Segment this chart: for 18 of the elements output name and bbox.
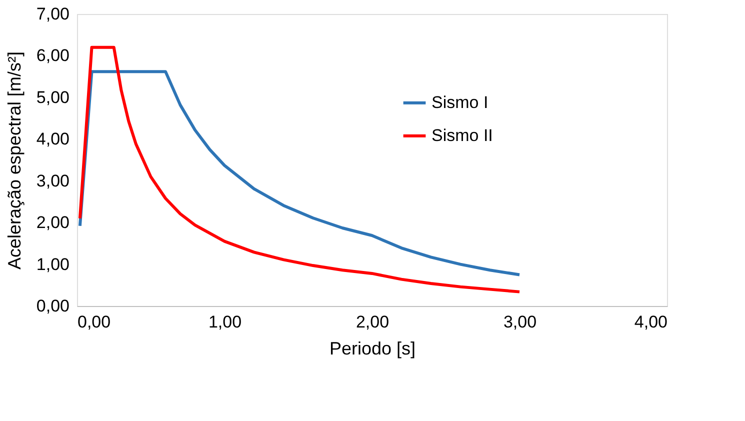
- x-tick-label: 0,00: [78, 312, 111, 332]
- y-tick-label: 2,00: [36, 213, 70, 232]
- y-tick-label: 4,00: [36, 130, 70, 149]
- legend-label: Sismo I: [432, 92, 488, 112]
- y-axis-title: Aceleração espectral [m/s²]: [4, 51, 24, 270]
- x-tick-label: 2,00: [356, 312, 390, 332]
- line-series: [78, 46, 521, 294]
- x-tick-label: 4,00: [634, 312, 668, 332]
- y-tick-label: 6,00: [36, 46, 70, 66]
- legend-label: Sismo II: [432, 126, 493, 145]
- y-tick-label: 7,00: [36, 4, 70, 24]
- x-axis-title: Periodo [s]: [329, 338, 416, 358]
- y-tick-label: 0,00: [36, 296, 70, 316]
- y-tick-label: 5,00: [36, 88, 70, 107]
- y-tick-label: 3,00: [36, 171, 70, 190]
- x-tick-label: 1,00: [208, 312, 242, 332]
- y-tick-label: 1,00: [36, 254, 70, 274]
- x-tick-label: 3,00: [503, 312, 537, 332]
